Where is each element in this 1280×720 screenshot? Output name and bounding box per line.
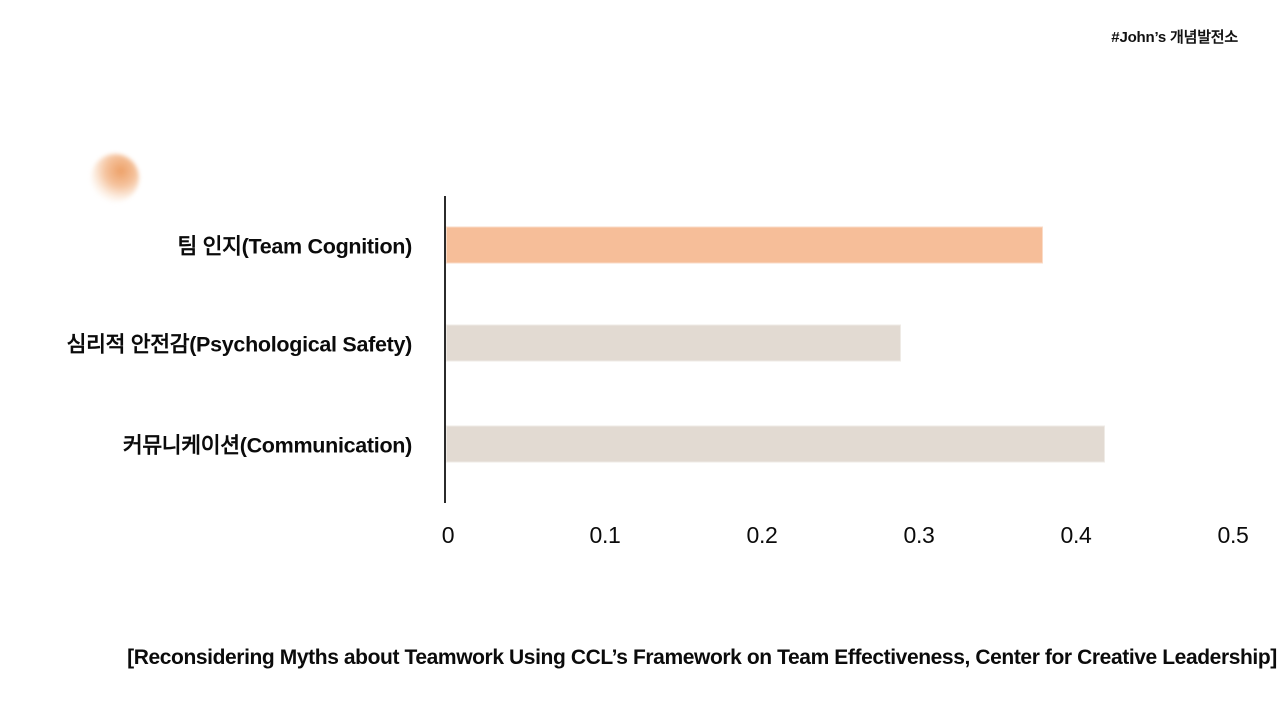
x-tick-label: 0.4 xyxy=(1060,522,1092,548)
watermark-hashtag: #John’s 개념발전소 xyxy=(1111,29,1238,46)
x-tick-label: 0.1 xyxy=(589,522,621,548)
bar xyxy=(446,226,1043,264)
category-label: 커뮤니케이션(Communication) xyxy=(122,433,412,458)
x-tick-label: 0.3 xyxy=(903,522,935,548)
decorative-orange-dot xyxy=(91,154,139,202)
category-label: 심리적 안전감(Psychological Safety) xyxy=(66,332,413,357)
bar xyxy=(446,425,1105,463)
category-label: 팀 인지(Team Cognition) xyxy=(177,234,413,259)
source-caption: [Reconsidering Myths about Teamwork Usin… xyxy=(127,646,1277,669)
bar xyxy=(446,324,901,362)
x-tick-label: 0 xyxy=(441,522,455,548)
x-tick-label: 0.2 xyxy=(746,522,778,548)
x-tick-label: 0.5 xyxy=(1217,522,1249,548)
y-axis-line xyxy=(444,196,446,503)
